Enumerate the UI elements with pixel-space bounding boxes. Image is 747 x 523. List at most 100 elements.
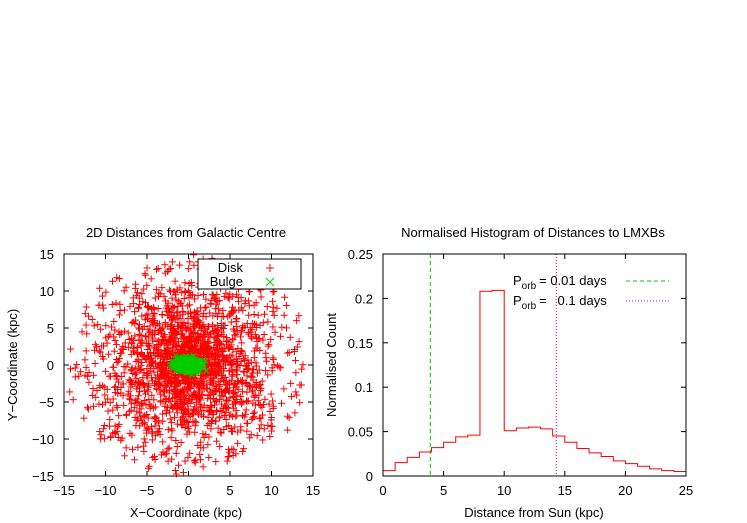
disk-point (293, 391, 301, 399)
disk-point (191, 295, 199, 303)
disk-point (202, 295, 210, 303)
disk-point (213, 342, 221, 350)
disk-point (208, 291, 216, 299)
disk-point (186, 301, 194, 309)
disk-point (237, 333, 245, 341)
disk-point (138, 348, 146, 356)
disk-point (126, 429, 134, 437)
disk-point (230, 307, 238, 315)
disk-point (75, 372, 83, 380)
disk-point (219, 325, 227, 333)
disk-point (251, 408, 259, 416)
disk-point (93, 387, 101, 395)
disk-point (152, 403, 160, 411)
disk-point (107, 433, 115, 441)
disk-point (127, 392, 135, 400)
disk-point (193, 380, 201, 388)
disk-point (202, 313, 210, 321)
disk-point (238, 348, 246, 356)
disk-point (233, 383, 241, 391)
scatter-title: 2D Distances from Galactic Centre (86, 225, 286, 240)
disk-point (90, 371, 98, 379)
disk-point (159, 397, 167, 405)
disk-point (141, 438, 149, 446)
disk-point (243, 427, 251, 435)
disk-point (269, 308, 277, 316)
disk-point (88, 315, 96, 323)
scatter-legend-box (197, 258, 302, 290)
disk-point (168, 294, 176, 302)
disk-point (115, 311, 123, 319)
scatter-x-tick-label: −5 (140, 483, 155, 498)
disk-point (90, 322, 98, 330)
histogram-x-label: Distance from Sun (kpc) (464, 505, 603, 520)
disk-point (92, 393, 100, 401)
disk-point (164, 445, 172, 453)
disk-point (195, 384, 203, 392)
disk-point (223, 338, 231, 346)
disk-point (246, 434, 254, 442)
disk-point (271, 328, 279, 336)
bulge-point (176, 355, 183, 361)
disk-point (170, 335, 178, 343)
disk-point (170, 304, 178, 312)
disk-point (120, 306, 128, 314)
disk-point (188, 396, 196, 404)
disk-point (153, 385, 161, 393)
scatter-x-tick-label: 15 (306, 483, 320, 498)
disk-point (185, 293, 193, 301)
disk-point (214, 424, 222, 432)
scatter-y-tick-label: −15 (32, 469, 54, 484)
disk-point (212, 458, 220, 466)
disk-point (267, 422, 275, 430)
disk-point (218, 407, 226, 415)
disk-point (231, 423, 239, 431)
legend-label-disk: Disk (218, 260, 244, 275)
disk-point (132, 292, 140, 300)
disk-point (216, 414, 224, 422)
disk-point (110, 383, 118, 391)
disk-point (254, 311, 262, 319)
disk-point (292, 369, 300, 377)
disk-point (265, 341, 273, 349)
disk-point (134, 356, 142, 364)
disk-point (275, 363, 283, 371)
disk-point (228, 376, 236, 384)
disk-point (150, 368, 158, 376)
disk-point (96, 284, 104, 292)
bulge-point (183, 363, 190, 369)
disk-point (172, 470, 180, 478)
disk-point (121, 327, 129, 335)
disk-point (224, 354, 232, 362)
scatter-panel: 2D Distances from Galactic Centre −15 −10… (5, 225, 320, 520)
histogram-legend: Porb = 0.01 days Porb = 0.1 days (513, 273, 669, 312)
disk-point (245, 302, 253, 310)
disk-point (164, 457, 172, 465)
disk-point (168, 302, 176, 310)
disk-point (207, 362, 215, 370)
disk-point (184, 405, 192, 413)
disk-point (130, 347, 138, 355)
disk-point (240, 368, 248, 376)
disk-point (122, 283, 130, 291)
disk-point (222, 289, 230, 297)
disk-point (240, 445, 248, 453)
bulge-point (197, 358, 204, 365)
disk-point (237, 392, 245, 400)
disk-point (181, 457, 189, 465)
disk-point (198, 411, 206, 419)
disk-point (194, 311, 202, 319)
disk-point (154, 305, 162, 313)
disk-point (186, 382, 194, 390)
disk-point (199, 377, 207, 385)
disk-point (240, 355, 248, 363)
disk-point (138, 352, 146, 360)
disk-point (227, 411, 235, 419)
disk-point (259, 336, 267, 344)
disk-point (112, 341, 120, 349)
disk-point (151, 294, 159, 302)
disk-point (144, 315, 152, 323)
disk-point (192, 374, 200, 382)
disk-point (185, 422, 193, 430)
disk-point (227, 318, 235, 326)
